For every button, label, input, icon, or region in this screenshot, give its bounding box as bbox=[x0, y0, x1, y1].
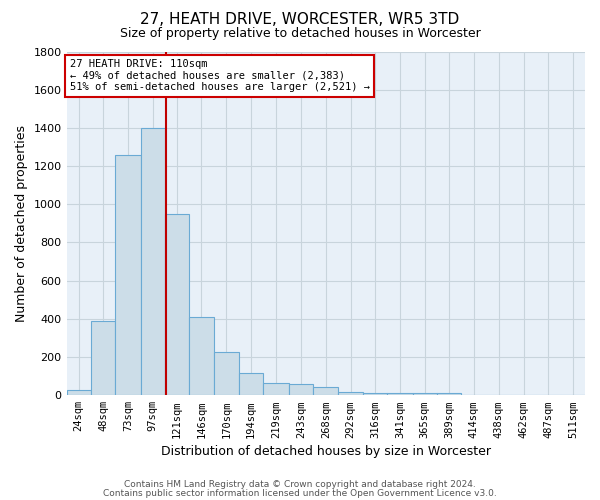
Bar bbox=[190, 317, 214, 395]
Bar bbox=[313, 386, 338, 395]
Y-axis label: Number of detached properties: Number of detached properties bbox=[15, 125, 28, 322]
Text: Contains public sector information licensed under the Open Government Licence v3: Contains public sector information licen… bbox=[103, 488, 497, 498]
Text: 27, HEATH DRIVE, WORCESTER, WR5 3TD: 27, HEATH DRIVE, WORCESTER, WR5 3TD bbox=[140, 12, 460, 28]
Bar bbox=[363, 394, 387, 395]
Bar bbox=[413, 394, 437, 395]
Bar bbox=[165, 214, 190, 395]
Bar bbox=[263, 383, 289, 395]
Bar bbox=[289, 384, 313, 395]
Bar bbox=[214, 352, 239, 395]
Text: 27 HEATH DRIVE: 110sqm
← 49% of detached houses are smaller (2,383)
51% of semi-: 27 HEATH DRIVE: 110sqm ← 49% of detached… bbox=[70, 59, 370, 92]
Bar bbox=[140, 128, 165, 395]
Bar bbox=[115, 154, 140, 395]
Bar bbox=[239, 373, 263, 395]
Text: Contains HM Land Registry data © Crown copyright and database right 2024.: Contains HM Land Registry data © Crown c… bbox=[124, 480, 476, 489]
Bar bbox=[387, 394, 413, 395]
Text: Size of property relative to detached houses in Worcester: Size of property relative to detached ho… bbox=[119, 28, 481, 40]
Bar bbox=[91, 320, 115, 395]
Bar bbox=[437, 394, 461, 395]
Bar bbox=[67, 390, 91, 395]
X-axis label: Distribution of detached houses by size in Worcester: Distribution of detached houses by size … bbox=[161, 444, 491, 458]
Bar bbox=[338, 392, 363, 395]
